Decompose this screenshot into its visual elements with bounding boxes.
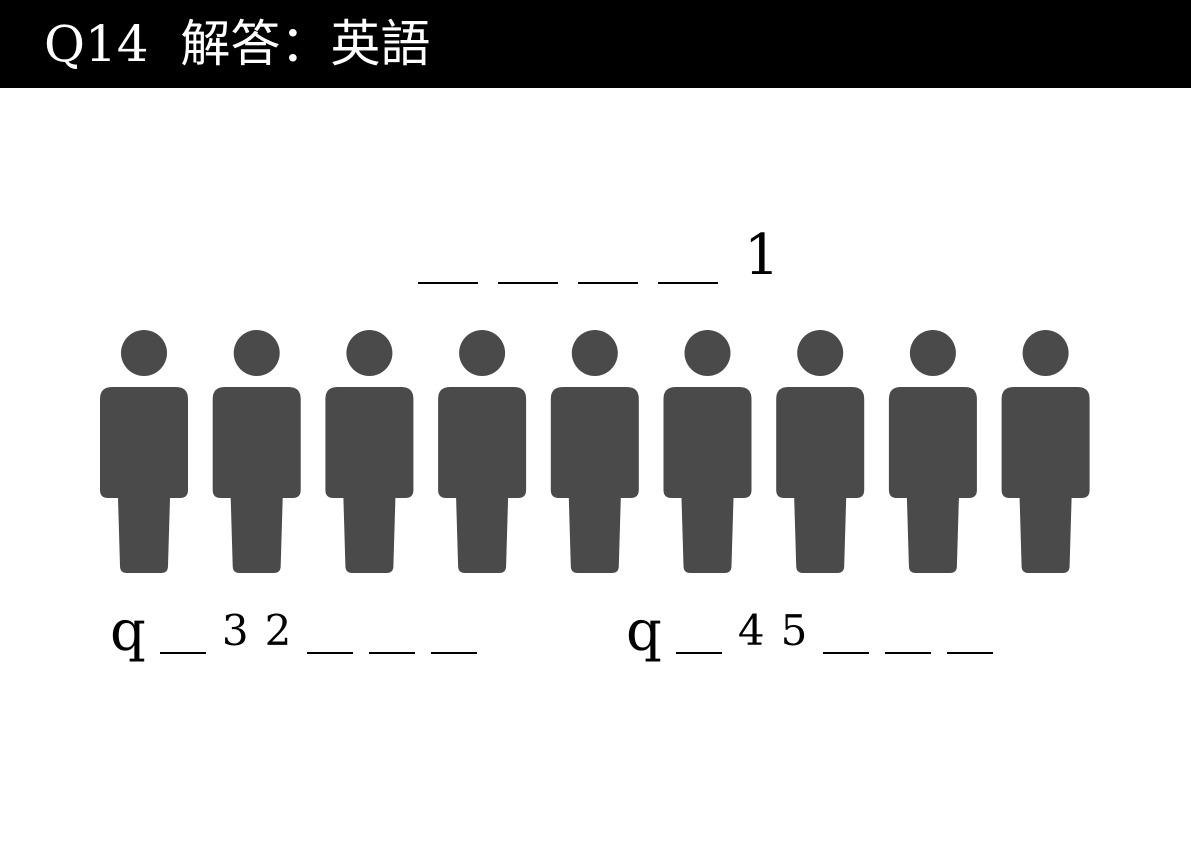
- header-bar: Q14 解答：英語: [0, 0, 1191, 88]
- bottom-right-answer-row: q 4 5: [626, 602, 1009, 666]
- answer-blank: [369, 652, 416, 654]
- person-icon: [550, 330, 639, 573]
- person-icon: [1001, 330, 1090, 573]
- answer-blank: [159, 652, 206, 654]
- answer-blank: [418, 282, 478, 284]
- people-figures: [100, 330, 1090, 573]
- revealed-digit: 4: [737, 606, 765, 655]
- answer-blank: [885, 652, 932, 654]
- answer-blank: [431, 652, 478, 654]
- prefix-letter: q: [110, 599, 146, 664]
- prefix-letter: q: [626, 599, 662, 664]
- person-icon: [663, 330, 752, 573]
- person-icon: [325, 330, 414, 573]
- top-answer-row: 1: [418, 224, 780, 284]
- revealed-digit: 3: [221, 606, 249, 655]
- answer-blank: [578, 282, 638, 284]
- revealed-digit: 5: [780, 606, 808, 655]
- answer-blank: [947, 652, 994, 654]
- person-icon: [438, 330, 527, 573]
- bottom-left-answer-row: q 3 2: [110, 602, 493, 666]
- person-icon: [212, 330, 301, 573]
- answer-blank: [658, 282, 718, 284]
- answer-blank: [675, 652, 722, 654]
- revealed-letter: 1: [744, 223, 780, 288]
- person-icon: [100, 330, 188, 573]
- revealed-digit: 2: [264, 606, 292, 655]
- person-icon: [888, 330, 977, 573]
- person-icon: [776, 330, 865, 573]
- answer-blank: [498, 282, 558, 284]
- answer-blank: [307, 652, 354, 654]
- page-title: Q14 解答：英語: [44, 15, 431, 73]
- answer-blank: [823, 652, 870, 654]
- people-row: [0, 330, 1191, 576]
